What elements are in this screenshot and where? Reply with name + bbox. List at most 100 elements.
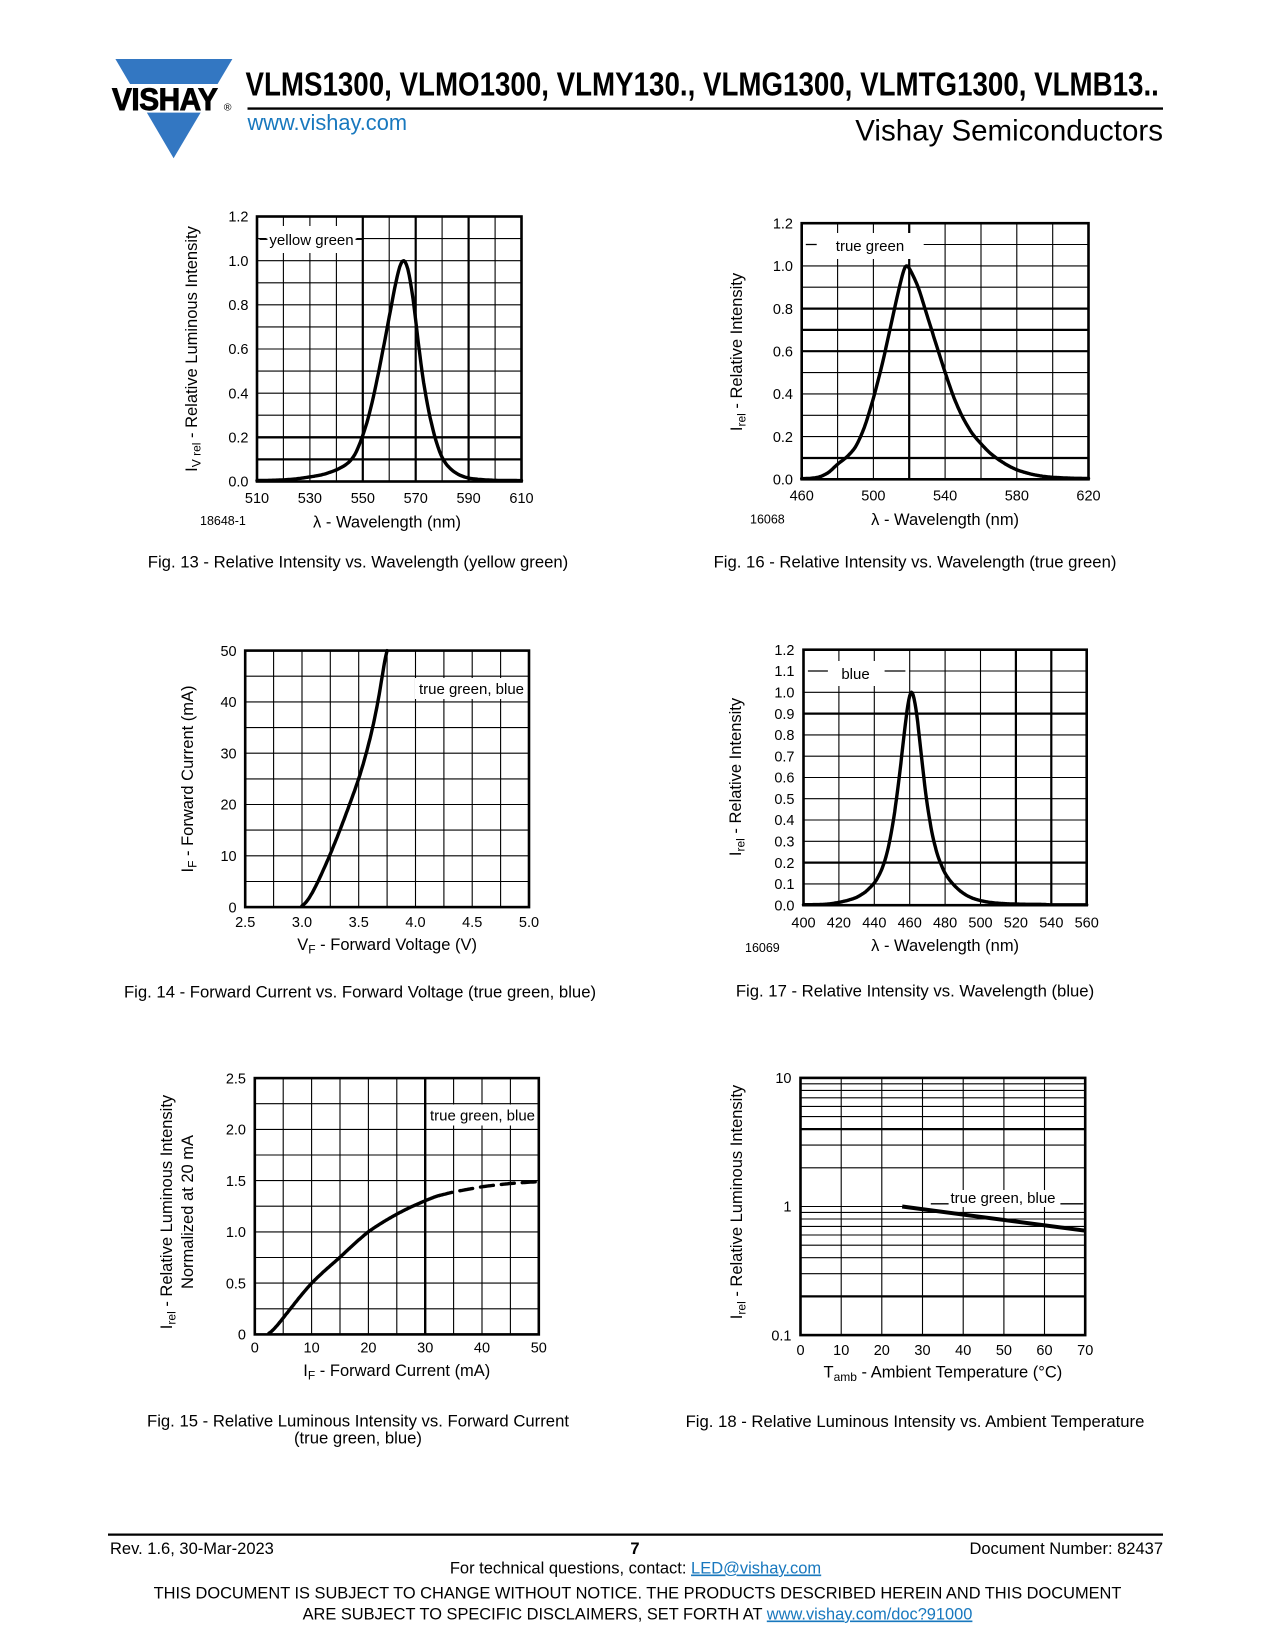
svg-text:7: 7: [630, 1540, 639, 1558]
svg-text:1: 1: [783, 1200, 791, 1216]
svg-text:530: 530: [298, 491, 322, 507]
svg-text:0.6: 0.6: [228, 342, 248, 358]
svg-text:(true green, blue): (true green, blue): [294, 1429, 422, 1448]
svg-text:0.4: 0.4: [228, 386, 248, 402]
svg-text:0.0: 0.0: [228, 475, 248, 491]
svg-text:580: 580: [1005, 489, 1029, 505]
svg-text:yellow green: yellow green: [269, 232, 353, 249]
svg-text:0: 0: [251, 1341, 259, 1357]
svg-text:520: 520: [1004, 916, 1028, 932]
svg-text:510: 510: [245, 491, 269, 507]
svg-text:50: 50: [531, 1341, 547, 1357]
svg-text:0.4: 0.4: [773, 387, 793, 403]
svg-text:1.5: 1.5: [226, 1174, 246, 1190]
svg-text:1.1: 1.1: [774, 664, 794, 680]
svg-text:460: 460: [898, 916, 922, 932]
svg-text:0.8: 0.8: [774, 728, 794, 744]
svg-text:30: 30: [220, 746, 236, 762]
svg-text:3.0: 3.0: [292, 915, 312, 931]
svg-text:λ - Wavelength (nm): λ - Wavelength (nm): [871, 511, 1019, 529]
svg-text:®: ®: [224, 101, 232, 113]
svg-text:10: 10: [304, 1341, 320, 1357]
svg-text:16069: 16069: [745, 941, 780, 955]
svg-text:true green, blue: true green, blue: [950, 1190, 1055, 1207]
svg-text:0.2: 0.2: [774, 856, 794, 872]
svg-text:Vishay Semiconductors: Vishay Semiconductors: [855, 115, 1163, 148]
svg-text:610: 610: [509, 491, 533, 507]
svg-text:0.0: 0.0: [774, 898, 794, 914]
svg-text:Document Number: 82437: Document Number: 82437: [969, 1540, 1163, 1558]
svg-text:5.0: 5.0: [519, 915, 539, 931]
svg-text:60: 60: [1036, 1343, 1052, 1359]
svg-text:2.5: 2.5: [226, 1071, 246, 1087]
svg-text:1.0: 1.0: [773, 259, 793, 275]
svg-text:540: 540: [1039, 916, 1063, 932]
svg-text:30: 30: [914, 1343, 930, 1359]
svg-text:20: 20: [874, 1343, 890, 1359]
svg-text:0.1: 0.1: [774, 877, 794, 893]
svg-text:0: 0: [238, 1328, 246, 1344]
svg-text:Fig. 14 - Forward Current vs.: Fig. 14 - Forward Current vs. Forward Vo…: [124, 983, 596, 1002]
svg-text:40: 40: [474, 1341, 490, 1357]
svg-text:400: 400: [791, 916, 815, 932]
svg-text:40: 40: [955, 1343, 971, 1359]
svg-text:λ - Wavelength (nm): λ - Wavelength (nm): [871, 937, 1019, 955]
svg-text:Irel - Relative Luminous Inten: Irel - Relative Luminous Intensity: [728, 1084, 749, 1319]
svg-text:0.2: 0.2: [773, 430, 793, 446]
svg-text:540: 540: [933, 489, 957, 505]
svg-text:1.2: 1.2: [228, 210, 248, 226]
svg-text:4.0: 4.0: [405, 915, 425, 931]
svg-text:0.9: 0.9: [774, 707, 794, 723]
svg-text:30: 30: [417, 1341, 433, 1357]
svg-text:550: 550: [351, 491, 375, 507]
svg-text:1.2: 1.2: [774, 643, 794, 659]
svg-text:480: 480: [933, 916, 957, 932]
svg-text:420: 420: [827, 916, 851, 932]
svg-text:10: 10: [775, 1071, 791, 1087]
svg-text:2.0: 2.0: [226, 1123, 246, 1139]
svg-text:0.6: 0.6: [773, 344, 793, 360]
svg-text:Fig. 15 - Relative Luminous In: Fig. 15 - Relative Luminous Intensity vs…: [147, 1412, 569, 1431]
svg-text:IF - Forward Current (mA): IF - Forward Current (mA): [303, 1362, 490, 1383]
svg-text:IV rel - Relative Luminous Int: IV rel - Relative Luminous Intensity: [183, 225, 204, 471]
svg-text:Irel - Relative Intensity: Irel - Relative Intensity: [727, 697, 748, 856]
svg-text:50: 50: [996, 1343, 1012, 1359]
svg-text:THIS DOCUMENT IS SUBJECT TO CH: THIS DOCUMENT IS SUBJECT TO CHANGE WITHO…: [154, 1585, 1122, 1603]
svg-text:500: 500: [861, 489, 885, 505]
svg-text:10: 10: [220, 849, 236, 865]
svg-text:2.5: 2.5: [235, 915, 255, 931]
svg-text:10: 10: [833, 1343, 849, 1359]
svg-text:blue: blue: [841, 666, 869, 683]
svg-text:0.8: 0.8: [228, 298, 248, 314]
svg-text:www.vishay.com: www.vishay.com: [247, 110, 407, 135]
svg-text:true green, blue: true green, blue: [430, 1108, 535, 1125]
svg-text:Tamb - Ambient Temperature (°C: Tamb - Ambient Temperature (°C): [824, 1364, 1063, 1385]
svg-text:40: 40: [220, 695, 236, 711]
svg-text:0.5: 0.5: [226, 1276, 246, 1292]
svg-text:16068: 16068: [750, 513, 785, 527]
svg-text:20: 20: [220, 798, 236, 814]
svg-text:1.0: 1.0: [774, 686, 794, 702]
svg-text:18648-1: 18648-1: [200, 514, 246, 528]
svg-text:0.2: 0.2: [228, 431, 248, 447]
svg-text:0.7: 0.7: [774, 749, 794, 765]
svg-text:true green: true green: [836, 238, 904, 255]
svg-text:4.5: 4.5: [462, 915, 482, 931]
svg-text:0: 0: [796, 1343, 804, 1359]
svg-text:0: 0: [229, 900, 237, 916]
svg-text:Fig. 18 - Relative Luminous In: Fig. 18 - Relative Luminous Intensity vs…: [686, 1412, 1145, 1431]
svg-text:20: 20: [360, 1341, 376, 1357]
svg-text:Rev. 1.6, 30-Mar-2023: Rev. 1.6, 30-Mar-2023: [110, 1540, 274, 1558]
svg-text:0.8: 0.8: [773, 302, 793, 318]
svg-text:590: 590: [456, 491, 480, 507]
svg-text:IF - Forward Current (mA): IF - Forward Current (mA): [179, 685, 200, 872]
svg-text:500: 500: [968, 916, 992, 932]
svg-text:1.0: 1.0: [228, 254, 248, 270]
svg-text:Fig. 17 - Relative Intensity v: Fig. 17 - Relative Intensity vs. Wavelen…: [736, 982, 1094, 1001]
svg-text:true green, blue: true green, blue: [419, 681, 524, 698]
svg-text:440: 440: [862, 916, 886, 932]
svg-text:For technical questions, conta: For technical questions, contact: LED@vi…: [450, 1560, 821, 1578]
svg-text:620: 620: [1076, 489, 1100, 505]
svg-text:Normalized at 20 mA: Normalized at 20 mA: [179, 1135, 197, 1289]
svg-text:Irel - Relative Intensity: Irel - Relative Intensity: [728, 272, 749, 431]
